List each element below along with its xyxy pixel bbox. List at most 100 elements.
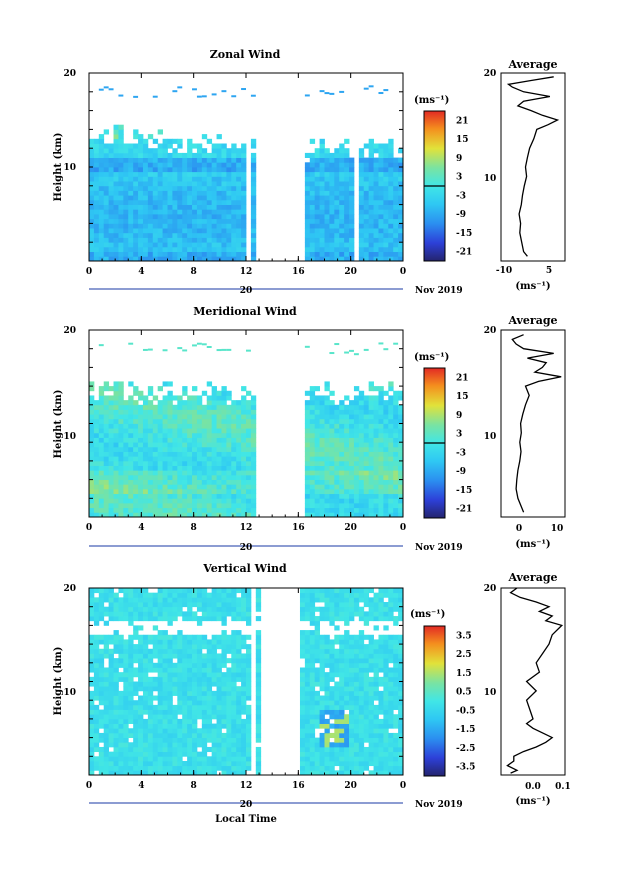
heatmap-cell — [231, 209, 237, 215]
heatmap-cell — [113, 432, 119, 438]
heatmap-cell — [192, 676, 198, 682]
heatmap-cell — [216, 152, 222, 158]
heatmap-cell — [324, 488, 330, 495]
heatmap-cell — [157, 602, 163, 608]
heatmap-cell — [309, 423, 316, 429]
heatmap-cell — [393, 199, 399, 205]
heatmap-cell — [133, 686, 139, 692]
heatmap-cell — [98, 732, 105, 738]
heatmap-cell — [118, 199, 124, 205]
heatmap-cell — [177, 634, 183, 640]
heatmap-cell — [206, 157, 213, 163]
heatmap-cell — [304, 498, 311, 504]
heatmap-cell — [167, 653, 173, 659]
heatmap-cell — [113, 218, 119, 224]
heatmap-cell — [314, 185, 320, 191]
heatmap-cell — [192, 602, 198, 608]
heatmap-cell — [221, 602, 227, 608]
heatmap-cell — [192, 498, 198, 504]
heatmap-cell — [339, 223, 345, 229]
heatmap-cell — [128, 606, 134, 612]
heatmap-cell — [349, 718, 355, 724]
heatmap-cell — [103, 246, 110, 252]
heatmap-cell — [334, 756, 340, 762]
heatmap-cell — [319, 246, 325, 252]
heatmap-cell — [344, 493, 350, 499]
heatmap-cell — [304, 742, 311, 748]
heatmap-cell — [304, 251, 311, 257]
heatmap-cell — [221, 732, 227, 738]
heatmap-cell — [236, 409, 242, 415]
heatmap-cell — [344, 437, 350, 443]
heatmap-cell — [319, 695, 325, 701]
heatmap-cell — [187, 639, 193, 645]
heatmap-cell — [162, 218, 168, 224]
heatmap-cell — [358, 498, 365, 504]
heatmap-cell — [236, 667, 242, 673]
heatmap-cell — [383, 602, 389, 608]
heatmap-cell — [344, 681, 350, 687]
heatmap-cell — [299, 746, 306, 753]
heatmap-cell — [142, 474, 149, 481]
heatmap-cell — [383, 606, 389, 612]
heatmap-cell — [383, 672, 389, 678]
heatmap-cell — [378, 597, 384, 603]
heatmap-cell — [344, 676, 350, 682]
heatmap-cell — [138, 644, 144, 650]
heatmap-cell — [236, 676, 242, 682]
heatmap-cell — [172, 428, 178, 434]
heatmap-cell — [314, 190, 320, 196]
heatmap-cell — [206, 639, 213, 645]
heatmap-cell — [398, 176, 404, 182]
heatmap-cell — [334, 185, 340, 191]
heatmap-cell — [157, 672, 163, 678]
heatmap-cell — [93, 709, 100, 715]
heatmap-cell — [123, 223, 129, 229]
heatmap-cell — [108, 404, 114, 410]
heatmap-cell — [123, 148, 129, 154]
heatmap-cell — [133, 157, 139, 163]
heatmap-cell — [152, 442, 159, 448]
heatmap-cell — [255, 658, 262, 664]
heatmap-cell — [103, 242, 110, 248]
heatmap-cell — [201, 672, 208, 678]
heatmap-cell — [255, 704, 262, 710]
heatmap-cell — [172, 223, 178, 229]
heatmap-cell — [157, 723, 163, 729]
heatmap-cell — [157, 400, 163, 406]
colorbar-tick-label: -15 — [456, 229, 472, 239]
heatmap-cell — [309, 232, 316, 238]
heatmap-cell — [373, 228, 379, 234]
heatmap-cell — [113, 148, 119, 154]
heatmap-cell — [138, 167, 144, 173]
heatmap-cell — [383, 667, 389, 673]
heatmap-cell — [138, 460, 144, 466]
heatmap-cell — [378, 428, 384, 434]
heatmap-cell — [147, 714, 154, 720]
heatmap-cell — [324, 681, 330, 687]
heatmap-cell — [128, 218, 134, 224]
heatmap-cell — [388, 456, 394, 462]
heatmap-cell — [246, 728, 252, 734]
heatmap-cell — [363, 648, 370, 654]
heatmap-cell — [236, 662, 242, 668]
heatmap-cell — [206, 592, 213, 598]
heatmap-cell — [187, 167, 193, 173]
heatmap-cell — [172, 507, 178, 513]
heatmap-cell — [349, 742, 355, 748]
heatmap-cell — [255, 653, 262, 659]
heatmap-cell — [304, 199, 311, 205]
heatmap-cell — [393, 602, 399, 608]
heatmap-cell — [98, 404, 105, 410]
heatmap-cell — [118, 498, 124, 504]
heatmap-cell — [349, 218, 355, 224]
heatmap-cell — [133, 756, 139, 762]
heatmap-cell — [162, 686, 168, 692]
heatmap-cell — [324, 704, 330, 710]
heatmap-cell — [98, 470, 105, 476]
heatmap-cell — [309, 138, 316, 144]
heatmap-cell — [358, 474, 365, 481]
heatmap-cell — [216, 662, 222, 668]
heatmap-cell — [378, 746, 384, 753]
heatmap-cell — [299, 760, 306, 767]
